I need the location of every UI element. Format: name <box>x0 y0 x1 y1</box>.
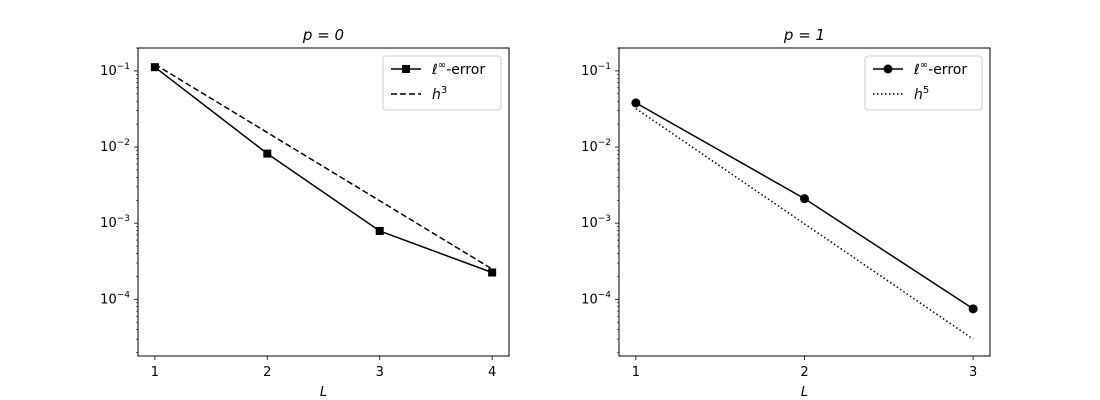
plot-frame <box>618 47 991 357</box>
legend-marker <box>402 65 410 73</box>
series-line-2 <box>635 107 974 340</box>
y-tick-label: 10−2 <box>100 138 130 155</box>
data-point-marker <box>968 304 978 314</box>
data-point-marker <box>150 63 159 72</box>
chart-title: p = 0 <box>302 26 344 44</box>
legend-label-2: h3 <box>432 85 447 103</box>
legend-label-1: ℓ∞-error <box>431 60 485 78</box>
y-tick-label: 10−4 <box>581 290 611 307</box>
chart-panel-1: p = 0 10−4 10−3 10−2 10−1 1 2 3 4 Lℓ∞-error h3 <box>100 26 510 400</box>
x-tick-label: 3 <box>969 365 977 380</box>
y-tick-label: 10−3 <box>100 214 130 231</box>
legend: ℓ∞-error h3 <box>382 55 502 111</box>
x-tick-label: 1 <box>151 365 159 380</box>
x-tick-label: 3 <box>376 365 384 380</box>
y-tick-label: 10−4 <box>100 290 130 307</box>
y-tick-label: 10−1 <box>581 62 611 79</box>
data-point-marker <box>488 268 497 277</box>
data-point-marker <box>263 149 272 158</box>
y-tick-label: 10−1 <box>100 62 130 79</box>
x-tick-label: 2 <box>263 365 271 380</box>
data-point-marker <box>800 194 809 204</box>
legend: ℓ∞-error h5 <box>864 55 983 111</box>
data-point-marker <box>375 226 384 235</box>
data-point-marker <box>631 98 641 108</box>
y-tick-label: 10−3 <box>581 214 611 231</box>
chart-title: p = 1 <box>783 26 825 44</box>
y-tick-label: 10−2 <box>581 138 611 155</box>
legend-marker <box>883 64 893 74</box>
series-line-2 <box>154 63 493 270</box>
x-axis-label: L <box>320 385 327 400</box>
x-axis-label: L <box>801 385 808 400</box>
series-line-1 <box>635 102 974 310</box>
legend-label-1: ℓ∞-error <box>913 60 967 78</box>
x-tick-label: 4 <box>488 365 496 380</box>
plot-frame <box>137 47 510 357</box>
legend-label-2: h5 <box>914 85 929 103</box>
x-tick-label: 1 <box>632 365 640 380</box>
x-tick-label: 2 <box>800 365 808 380</box>
chart-panel-2: p = 1 10−4 10−3 10−2 10−1 1 2 3 Lℓ∞-error h5 <box>581 26 991 400</box>
series-line-1 <box>154 66 493 274</box>
